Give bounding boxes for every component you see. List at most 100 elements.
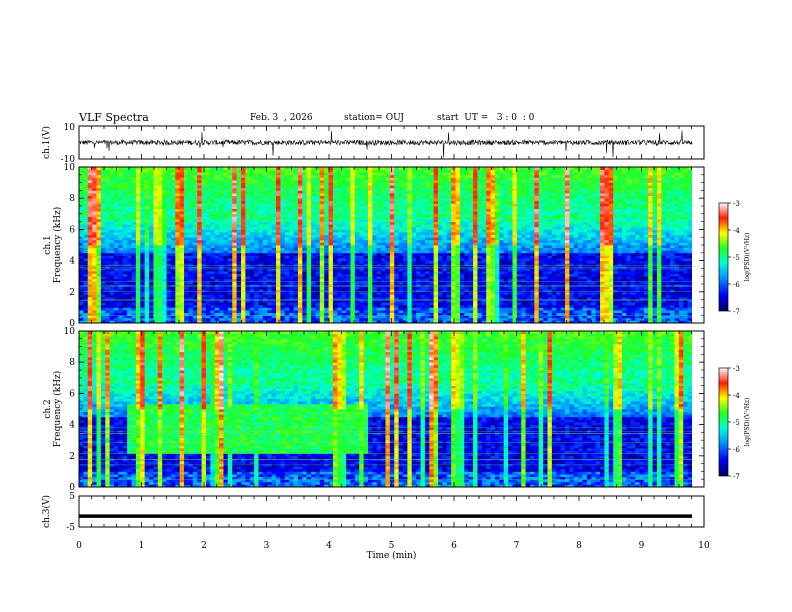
spectrogram-cell xyxy=(258,180,264,183)
spectrogram-cell xyxy=(376,294,382,298)
spectrogram-cell xyxy=(337,255,343,259)
spectrogram-cell xyxy=(135,239,141,243)
spectrogram-cell xyxy=(276,304,281,308)
spectrogram-cell xyxy=(105,294,111,298)
spectrogram-cell xyxy=(87,245,93,248)
spectrogram-cell xyxy=(411,169,417,173)
spectrogram-cell xyxy=(162,190,167,194)
spectrogram-cell xyxy=(153,185,159,189)
spectrogram-cell xyxy=(319,229,325,233)
spectrogram-cell xyxy=(267,206,273,209)
spectrogram-cell xyxy=(201,187,207,191)
spectrogram-cell xyxy=(236,297,242,300)
spectrogram-cell xyxy=(416,273,421,277)
spectrogram-cell xyxy=(149,180,154,183)
spectrogram-cell xyxy=(424,198,430,202)
spectrogram-cell xyxy=(258,250,264,254)
spectrogram-cell xyxy=(249,232,255,235)
spectrogram-cell xyxy=(245,237,251,241)
spectrogram-cell xyxy=(223,187,229,191)
spectrogram-cell xyxy=(227,286,233,290)
spectrogram-cell xyxy=(328,304,334,308)
spectrogram-cell xyxy=(381,302,386,306)
spectrogram-cell xyxy=(276,265,281,269)
spectrogram-cell xyxy=(175,177,181,181)
spectrogram-cell xyxy=(162,234,167,238)
spectrogram-cell xyxy=(337,190,343,194)
spectrogram-cell xyxy=(241,224,246,228)
spectrogram-cell xyxy=(315,200,321,204)
spectrogram-cell xyxy=(389,297,395,300)
spectrogram-cell xyxy=(398,211,404,215)
spectrogram-cell xyxy=(324,245,329,248)
spectrogram-cell xyxy=(372,304,378,308)
spectrogram-cell xyxy=(389,195,395,199)
spectrogram-cell xyxy=(297,216,303,220)
spectrogram-cell xyxy=(346,294,351,298)
spectrogram-cell xyxy=(118,297,124,300)
spectrogram-cell xyxy=(372,268,378,272)
spectrogram-cell xyxy=(271,304,277,308)
spectrogram-cell xyxy=(376,252,382,256)
spectrogram-cell xyxy=(100,307,106,311)
spectrogram-cell xyxy=(429,307,435,311)
spectrogram-cell xyxy=(175,304,181,308)
spectrogram-cell xyxy=(232,312,238,316)
spectrogram-cell xyxy=(411,312,417,316)
spectrogram-cell xyxy=(389,312,395,316)
spectrogram-cell xyxy=(131,252,137,256)
spectrogram-cell xyxy=(359,294,365,298)
spectrogram-cell xyxy=(280,286,286,290)
spectrogram-cell xyxy=(315,268,321,272)
spectrogram-cell xyxy=(127,226,132,230)
spectrogram-cell xyxy=(332,265,338,269)
spectrogram-cell xyxy=(114,281,119,285)
spectrogram-cell xyxy=(92,281,97,285)
spectrogram-cell xyxy=(337,219,343,222)
spectrogram-cell xyxy=(92,297,97,300)
spectrogram-cell xyxy=(262,294,268,298)
spectrogram-cell xyxy=(284,289,290,293)
spectrogram-cell xyxy=(315,294,321,298)
spectrogram-cell xyxy=(105,265,111,269)
spectrogram-cell xyxy=(420,187,426,191)
spectrogram-cell xyxy=(232,177,238,181)
spectrogram-cell xyxy=(367,211,373,215)
spectrogram-cell xyxy=(122,258,128,261)
spectrogram-cell xyxy=(389,286,395,290)
spectrogram-cell xyxy=(245,216,251,220)
spectrogram-cell xyxy=(280,247,286,251)
spectrogram-cell xyxy=(175,299,181,303)
spectrogram-cell xyxy=(96,245,102,248)
spectrogram-cell xyxy=(337,198,343,202)
spectrogram-cell xyxy=(223,247,229,251)
spectrogram-cell xyxy=(416,242,421,246)
spectrogram-cell xyxy=(83,226,89,230)
spectrogram-cell xyxy=(214,289,220,293)
spectrogram-cell xyxy=(372,185,378,189)
spectrogram-cell xyxy=(319,216,325,220)
spectrogram-cell xyxy=(127,263,132,267)
spectrogram-cell xyxy=(100,221,106,225)
spectrogram-cell xyxy=(87,276,93,280)
spectrogram-cell xyxy=(332,224,338,228)
spectrogram-cell xyxy=(118,276,124,280)
spectrogram-cell xyxy=(219,185,224,189)
spectrogram-cell xyxy=(149,260,154,264)
spectrogram-cell xyxy=(236,167,242,170)
spectrogram-cell xyxy=(359,187,365,191)
spectrogram-cell xyxy=(381,182,386,186)
spectrogram-cell xyxy=(236,234,242,238)
spectrogram-cell xyxy=(346,271,351,274)
spectrogram-cell xyxy=(96,260,102,264)
spectrogram-cell xyxy=(350,265,356,269)
spectrogram-cell xyxy=(341,312,347,316)
spectrogram-cell xyxy=(96,180,102,183)
spectrogram-cell xyxy=(319,172,325,176)
spectrogram-cell xyxy=(433,320,439,324)
spectrogram-cell xyxy=(188,172,194,176)
spectrogram-cell xyxy=(162,229,167,233)
spectrogram-cell xyxy=(302,200,308,204)
spectrogram-cell xyxy=(385,200,391,204)
spectrogram-cell xyxy=(96,294,102,298)
